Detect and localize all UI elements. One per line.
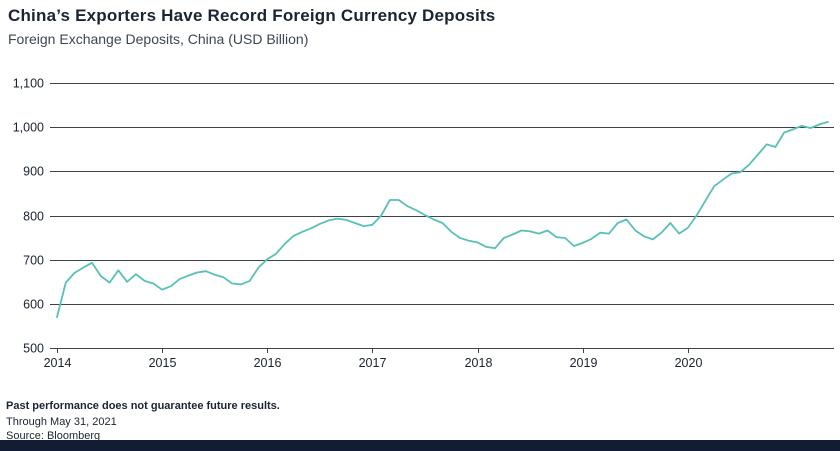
x-axis-label-2018: 2018 <box>465 356 493 370</box>
x-axis-label-2020: 2020 <box>675 356 703 370</box>
x-axis-label-2017: 2017 <box>359 356 387 370</box>
x-axis-label-2016: 2016 <box>254 356 282 370</box>
disclaimer-text: Past performance does not guarantee futu… <box>6 400 280 412</box>
source-text: Source: Bloomberg <box>6 430 101 442</box>
y-axis-label-700: 700 <box>23 254 44 268</box>
deposits-series-line <box>56 121 829 319</box>
y-axis-label-1100: 1,100 <box>13 77 44 91</box>
line-chart: 500 600 700 800 900 1,000 1,100 2014 2015 2016 201… <box>13 77 834 370</box>
chart-subtitle: Foreign Exchange Deposits, China (USD Bi… <box>8 31 309 47</box>
y-axis-label-1000: 1,000 <box>13 121 44 135</box>
y-axis-label-900: 900 <box>23 165 44 179</box>
footer-bar <box>0 440 840 451</box>
chart-title: China’s Exporters Have Record Foreign Cu… <box>8 6 496 25</box>
x-axis-label-2015: 2015 <box>149 356 177 370</box>
x-axis-label-2014: 2014 <box>44 356 72 370</box>
y-axis-label-600: 600 <box>23 298 44 312</box>
y-axis-label-800: 800 <box>23 210 44 224</box>
y-axis-label-500: 500 <box>23 342 44 356</box>
x-axis-label-2019: 2019 <box>570 356 598 370</box>
through-date-text: Through May 31, 2021 <box>6 416 117 428</box>
